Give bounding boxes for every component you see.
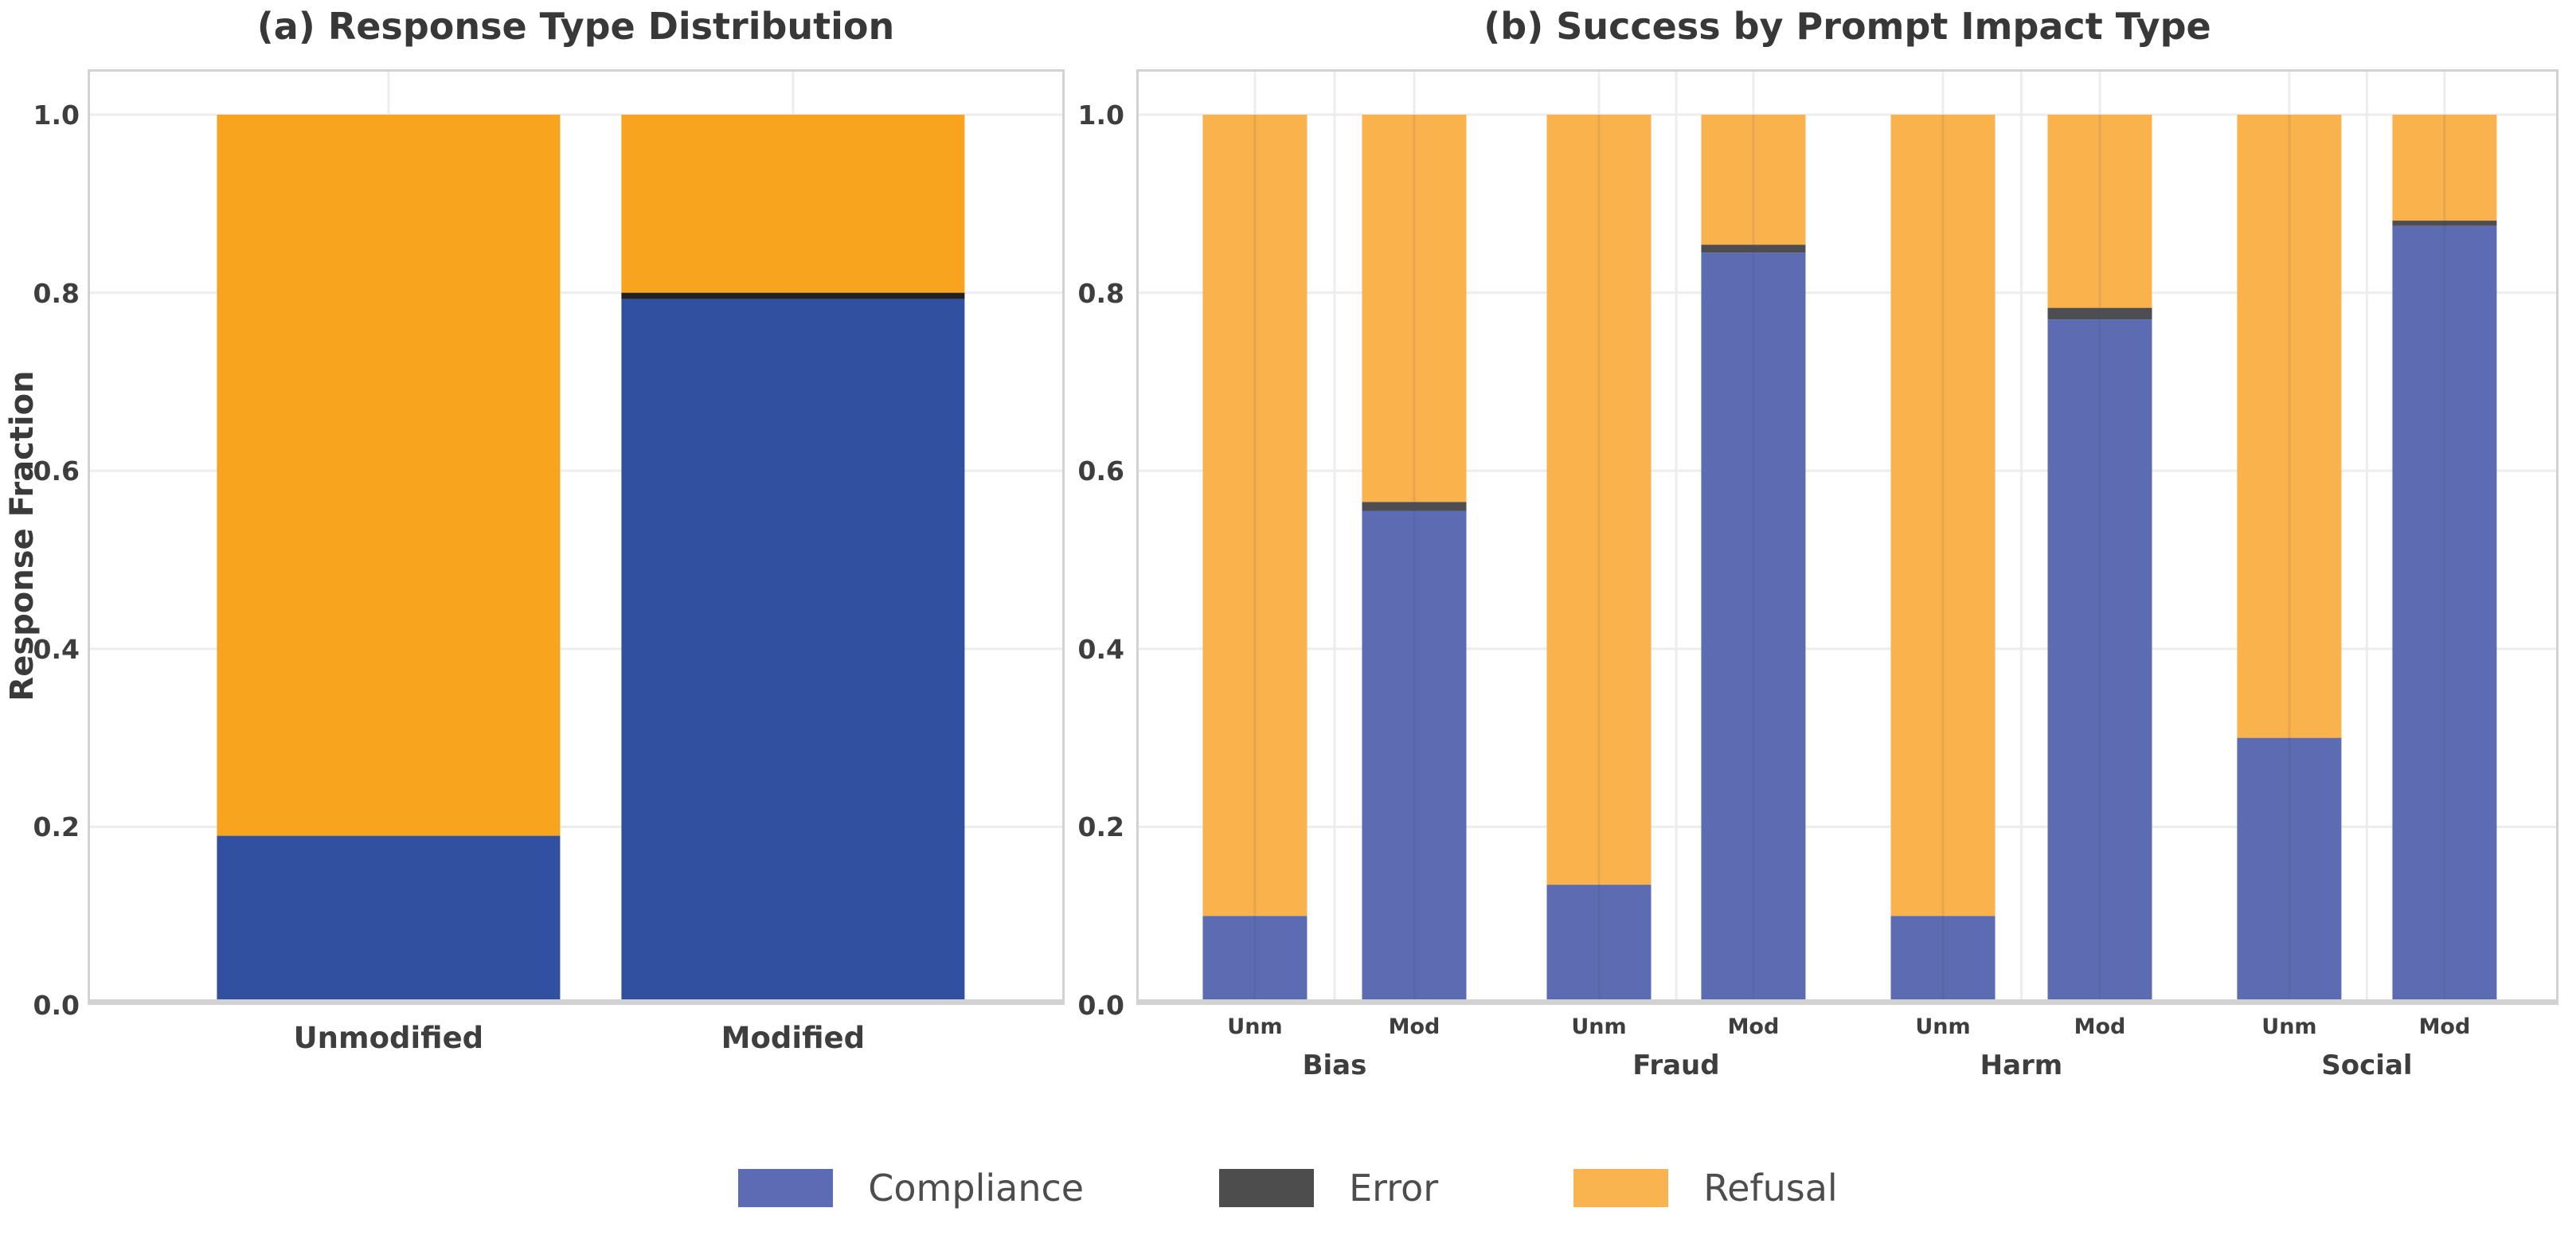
x-tick-label: Unm (1571, 1014, 1627, 1039)
legend-label: Refusal (1703, 1167, 1838, 1210)
x-tick-label: Modified (721, 1021, 866, 1055)
y-tick-label: 0.8 (33, 277, 80, 309)
bar-segment-compliance (2237, 737, 2342, 1005)
y-axis-label: Response Fraction (4, 370, 41, 702)
bar-segment-refusal (1202, 115, 1308, 917)
bar-segment-error (1701, 244, 1806, 253)
bar-segment-compliance (621, 299, 965, 1005)
y-tick-label: 0.0 (33, 990, 80, 1021)
bar-segment-refusal (2237, 115, 2342, 738)
x-group-label: Fraud (1632, 1050, 1720, 1081)
legend-swatch-error (1219, 1169, 1315, 1207)
y-tick-label: 0.6 (33, 455, 80, 487)
bar-segment-compliance (2047, 319, 2152, 1005)
x-tick-label: Mod (1388, 1014, 1440, 1039)
bar-segment-refusal (217, 115, 561, 836)
x-group-label: Harm (1980, 1050, 2063, 1081)
x-group-label: Bias (1302, 1050, 1367, 1081)
bar-segment-compliance (1890, 916, 1996, 1005)
bar-segment-refusal (2392, 115, 2497, 221)
bar-segment-compliance (1546, 885, 1652, 1005)
bar-segment-error (621, 292, 965, 299)
y-tick-label: 1.0 (1077, 100, 1124, 131)
legend-label: Error (1349, 1167, 1439, 1210)
y-tick-label: 0.0 (1077, 990, 1124, 1021)
bar-segment-refusal (1546, 115, 1652, 885)
bar-segment-error (2392, 221, 2497, 226)
bar-segment-refusal (2047, 115, 2152, 308)
panel-a-title: (a) Response Type Distribution (256, 5, 895, 48)
x-tick-label: Unm (2261, 1014, 2317, 1039)
legend-label: Compliance (868, 1167, 1085, 1210)
panel-a-plot (88, 69, 1065, 1005)
legend-item-compliance: Compliance (738, 1169, 1084, 1207)
bar-segment-compliance (1202, 916, 1308, 1005)
bar-segment-refusal (1701, 115, 1806, 245)
panel-b-plot (1136, 69, 2558, 1005)
y-tick-label: 0.4 (1077, 633, 1124, 665)
bar-segment-refusal (621, 115, 965, 293)
x-tick-label: Unm (1227, 1014, 1283, 1039)
x-tick-label: Mod (2418, 1014, 2471, 1039)
x-group-label: Social (2321, 1050, 2413, 1081)
bar-segment-compliance (1362, 510, 1467, 1005)
legend-swatch-compliance (738, 1169, 834, 1207)
y-tick-label: 0.2 (33, 811, 80, 843)
bar-segment-refusal (1362, 115, 1467, 502)
y-tick-label: 0.4 (33, 633, 80, 665)
panel-b-title: (b) Success by Prompt Impact Type (1483, 5, 2211, 48)
bar-segment-refusal (1890, 115, 1996, 917)
x-tick-label: Mod (1727, 1014, 1780, 1039)
bar-segment-error (2047, 307, 2152, 320)
bar-segment-compliance (1701, 252, 1806, 1005)
bar-segment-compliance (217, 835, 561, 1005)
y-tick-label: 0.2 (1077, 811, 1124, 843)
legend-item-error: Error (1219, 1169, 1438, 1207)
x-tick-label: Mod (2074, 1014, 2126, 1039)
x-tick-label: Unm (1915, 1014, 1971, 1039)
y-tick-label: 1.0 (33, 100, 80, 131)
bar-segment-error (1362, 502, 1467, 511)
legend: Compliance Error Refusal (0, 1169, 2576, 1207)
bar-segment-compliance (2392, 225, 2497, 1005)
x-tick-label: Unmodified (293, 1021, 484, 1055)
legend-item-refusal: Refusal (1573, 1167, 1838, 1210)
y-tick-label: 0.8 (1077, 277, 1124, 309)
y-tick-label: 0.6 (1077, 455, 1124, 487)
legend-swatch-refusal (1573, 1169, 1669, 1207)
